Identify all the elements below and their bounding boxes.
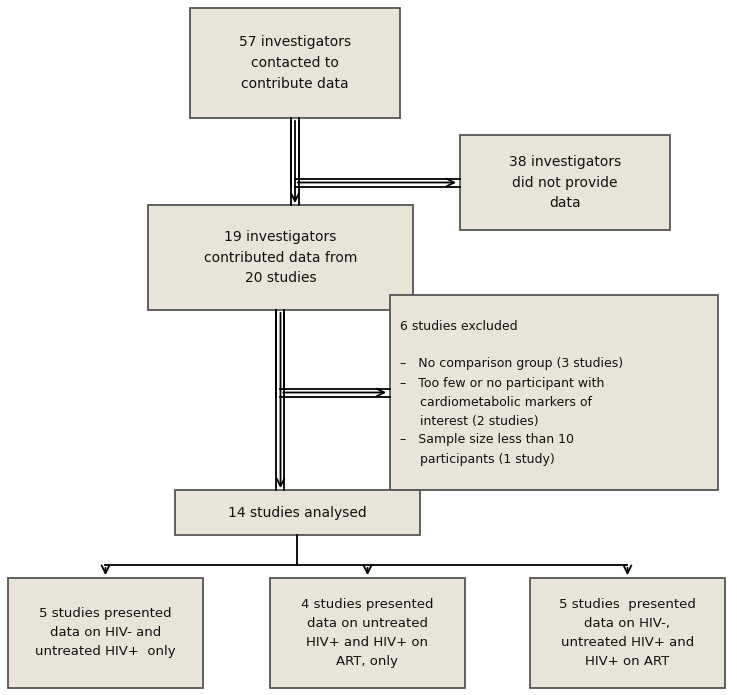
Text: 57 investigators
contacted to
contribute data: 57 investigators contacted to contribute…	[239, 35, 351, 90]
Text: 6 studies excluded

–   No comparison group (3 studies)
–   Too few or no partic: 6 studies excluded – No comparison group…	[400, 320, 623, 466]
Bar	[460, 135, 670, 230]
Text: 5 studies presented
data on HIV- and
untreated HIV+  only: 5 studies presented data on HIV- and unt…	[35, 607, 176, 658]
Bar	[270, 578, 465, 688]
Text: 19 investigators
contributed data from
20 studies: 19 investigators contributed data from 2…	[204, 230, 357, 285]
Text: 14 studies analysed: 14 studies analysed	[228, 505, 367, 519]
Bar	[148, 205, 413, 310]
Text: 4 studies presented
data on untreated
HIV+ and HIV+ on
ART, only: 4 studies presented data on untreated HI…	[301, 598, 434, 668]
Text: 38 investigators
did not provide
data: 38 investigators did not provide data	[509, 155, 621, 210]
Bar	[190, 8, 400, 118]
Text: 5 studies  presented
data on HIV-,
untreated HIV+ and
HIV+ on ART: 5 studies presented data on HIV-, untrea…	[559, 598, 696, 668]
Bar	[530, 578, 725, 688]
Bar	[390, 295, 718, 490]
Bar	[8, 578, 203, 688]
Bar	[175, 490, 420, 535]
